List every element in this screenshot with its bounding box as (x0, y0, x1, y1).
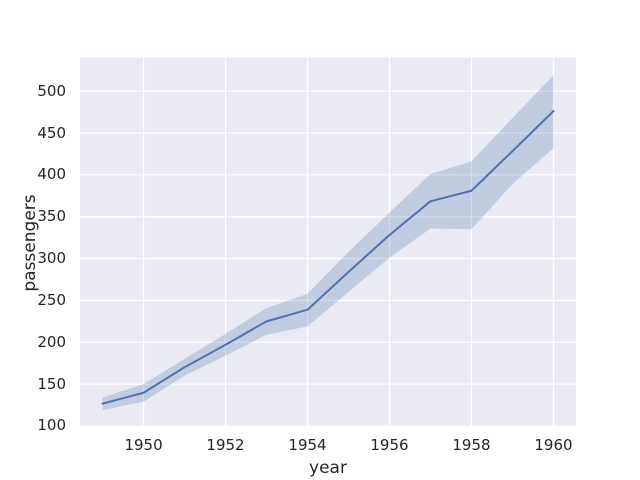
y-tick-label: 400 (37, 165, 66, 184)
y-tick-label: 250 (37, 290, 66, 309)
x-tick-label: 1958 (452, 436, 491, 454)
y-axis-label: passengers (20, 194, 40, 292)
x-tick-label: 1956 (370, 436, 409, 454)
data-line (101, 110, 555, 405)
y-tick-label: 200 (37, 332, 66, 351)
y-tick-label: 300 (37, 249, 66, 268)
y-tick-label: 350 (37, 207, 66, 226)
x-tick-label: 1960 (534, 436, 573, 454)
x-axis-label: year (309, 458, 347, 478)
y-tick-label: 500 (37, 81, 66, 100)
x-tick-label: 1954 (288, 436, 327, 454)
y-tick-label: 150 (37, 374, 66, 393)
y-tick-label: 450 (37, 123, 66, 142)
plot-background (80, 57, 576, 427)
x-tick-label: 1950 (124, 436, 163, 454)
x-tick-label: 1952 (206, 436, 245, 454)
y-tick-label: 100 (37, 416, 66, 435)
